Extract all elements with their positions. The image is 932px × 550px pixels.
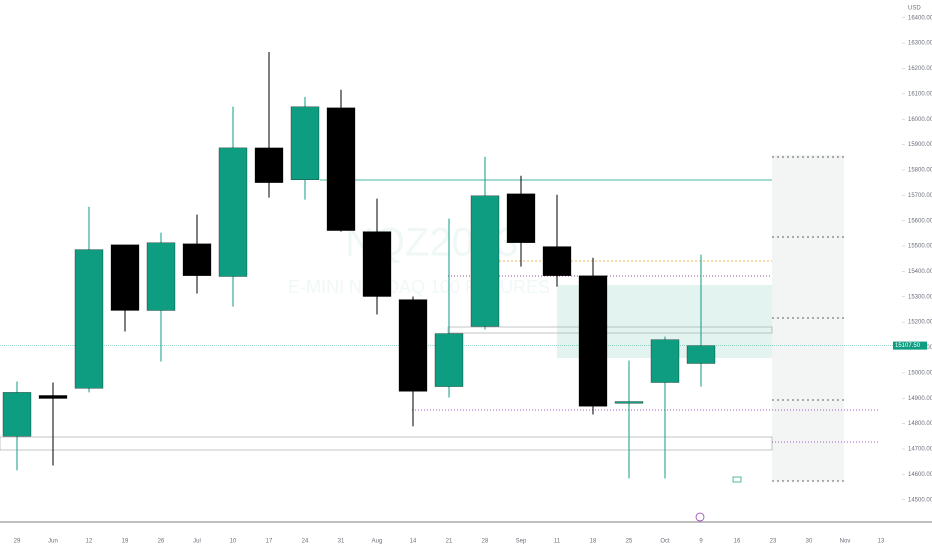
x-tick-label: 16 — [734, 539, 741, 545]
y-tick-label: 15000.00 — [908, 370, 932, 376]
x-tick-label: 11 — [554, 539, 561, 545]
zone — [447, 326, 773, 334]
y-tick-label: 16400.00 — [908, 15, 932, 21]
last-price-box — [893, 341, 927, 350]
x-tick-label: 30 — [806, 539, 813, 545]
x-tick-label: 25 — [626, 539, 633, 545]
y-tick-label: 16100.00 — [908, 91, 932, 97]
x-tick-label: Nov — [840, 539, 851, 545]
body — [218, 147, 248, 277]
body — [434, 333, 464, 387]
body — [2, 392, 32, 437]
body — [650, 339, 680, 383]
y-tick-label: 16300.00 — [908, 41, 932, 47]
y-tick-label: 16000.00 — [908, 117, 932, 123]
x-tick-label: 9 — [699, 539, 703, 545]
body — [182, 243, 212, 276]
body — [614, 401, 644, 404]
y-tick-label: 15300.00 — [908, 294, 932, 300]
zone — [0, 436, 773, 451]
x-tick-label: 17 — [266, 539, 273, 545]
y-tick-label: 15200.00 — [908, 320, 932, 326]
y-tick-label: 15400.00 — [908, 269, 932, 275]
x-tick-label: 12 — [86, 539, 93, 545]
x-tick-label: 13 — [878, 539, 885, 545]
y-tick-label: 14700.00 — [908, 447, 932, 453]
x-tick-label: 28 — [482, 539, 489, 545]
event-icon[interactable] — [695, 512, 705, 522]
body — [686, 345, 716, 364]
x-tick-label: 18 — [590, 539, 597, 545]
body — [326, 107, 356, 231]
body — [146, 242, 176, 311]
y-tick-label: 14500.00 — [908, 497, 932, 503]
note-icon[interactable] — [732, 476, 742, 483]
y-tick-label: 14600.00 — [908, 472, 932, 478]
x-tick-label: 23 — [770, 539, 777, 545]
watermark-subtitle: E-MINI NASDAQ 100 FUTURES — [288, 277, 550, 297]
x-tick-label: Aug — [372, 539, 383, 545]
x-tick-label: 10 — [230, 539, 237, 545]
last-price-label: 15107.50 — [895, 343, 921, 349]
x-tick-label: 31 — [338, 539, 345, 545]
body — [38, 395, 68, 399]
x-tick-label: 19 — [122, 539, 129, 545]
drawings — [0, 156, 932, 523]
x-tick-label: 24 — [302, 539, 309, 545]
x-tick-label: 26 — [158, 539, 165, 545]
body — [290, 106, 320, 180]
y-tick-label: 15500.00 — [908, 244, 932, 250]
body — [470, 195, 500, 327]
x-tick-label: 14 — [410, 539, 417, 545]
body — [74, 249, 104, 389]
body — [398, 299, 428, 392]
x-tick-label: Jul — [193, 539, 201, 545]
body — [578, 275, 608, 407]
y-tick-label: 14900.00 — [908, 396, 932, 402]
y-tick-label: 14800.00 — [908, 421, 932, 427]
currency: USD — [908, 6, 921, 12]
y-tick-label: 15600.00 — [908, 218, 932, 224]
y-tick-label: 15700.00 — [908, 193, 932, 199]
body — [362, 231, 392, 297]
y-tick-label: 15900.00 — [908, 142, 932, 148]
body — [542, 246, 572, 276]
y-tick-label: 16200.00 — [908, 66, 932, 72]
x-tick-label: Sep — [516, 539, 527, 545]
x-tick-label: 21 — [446, 539, 453, 545]
body — [506, 193, 536, 243]
x-tick-label: Oct — [660, 539, 670, 545]
body — [110, 244, 140, 311]
body — [254, 147, 284, 183]
y-tick-label: 15800.00 — [908, 168, 932, 174]
x-tick-label: 29 — [14, 539, 21, 545]
x-tick-label: Jun — [48, 539, 58, 545]
